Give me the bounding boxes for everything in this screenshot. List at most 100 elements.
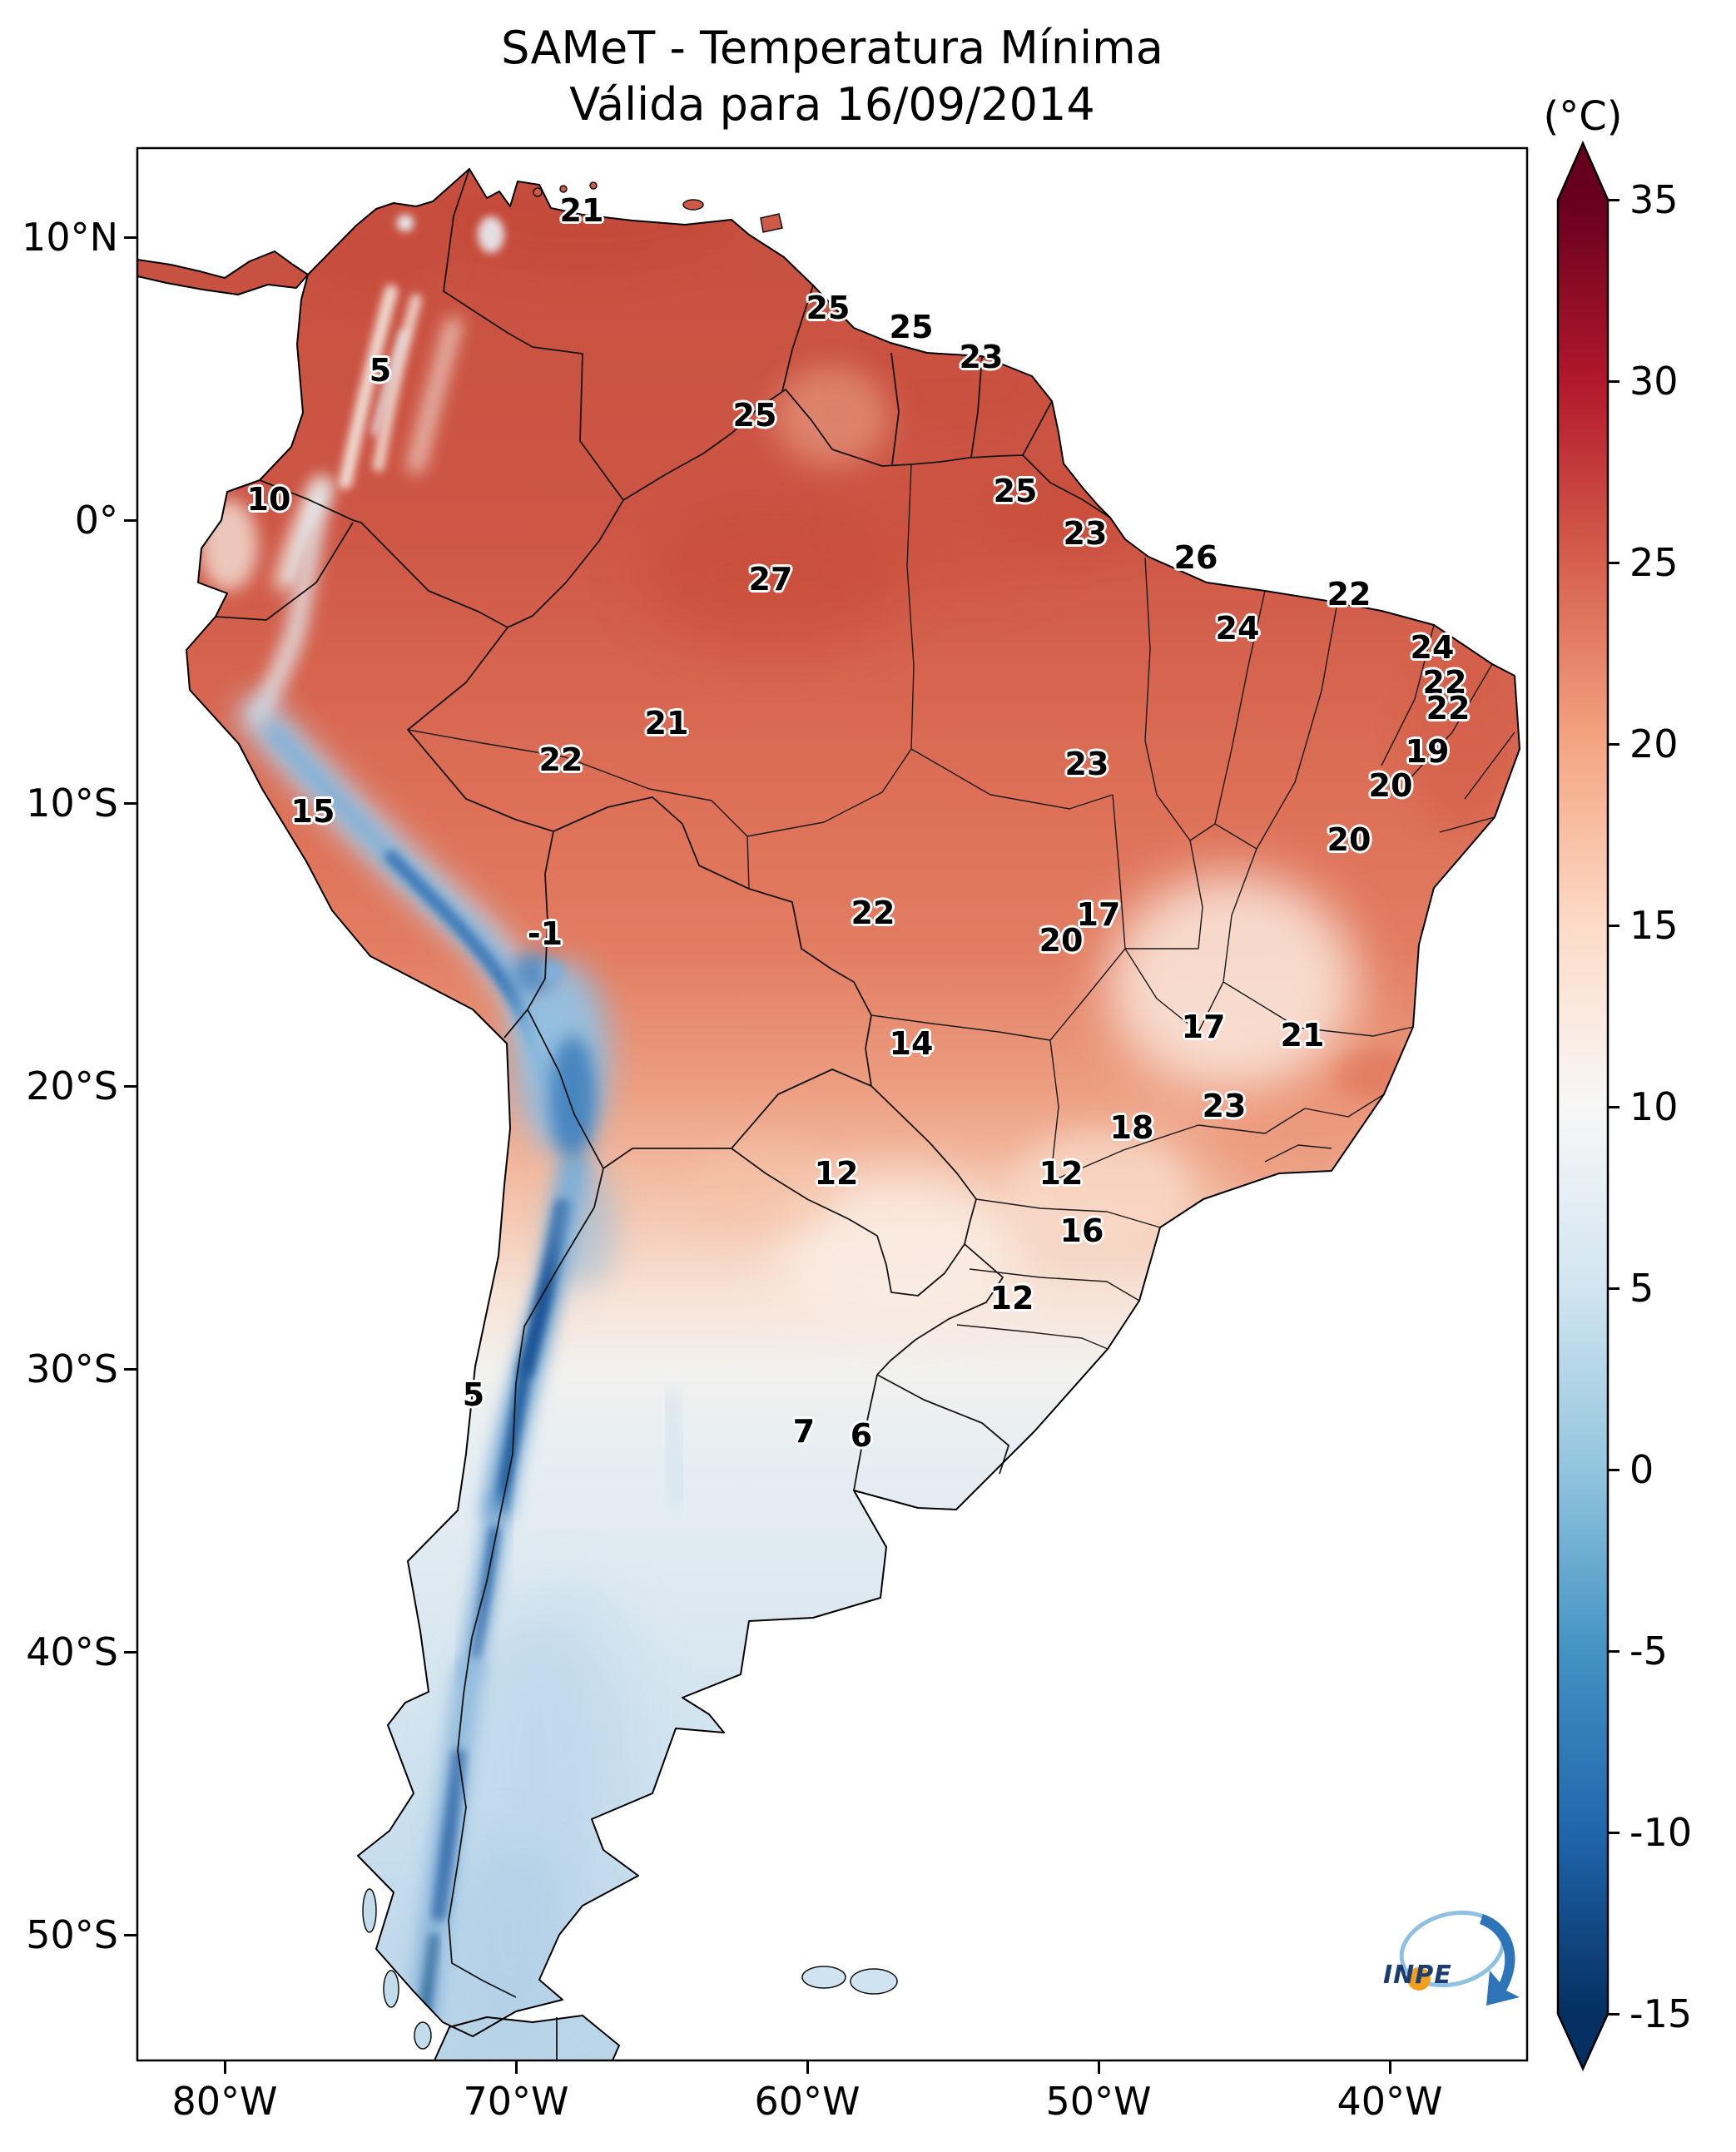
station-value: 25 [806,290,851,326]
colorbar-tick-label: 25 [1629,540,1679,585]
lon-tick-label: 40°W [1337,2079,1443,2124]
station-value: 12 [1039,1155,1084,1192]
station-value: 22 [1327,576,1371,612]
lon-tick-mark [1388,2060,1391,2074]
station-value: 23 [1064,746,1109,782]
colorbar-tick-mark [1608,1287,1619,1290]
station-value: 19 [1405,733,1450,770]
lat-tick-mark [124,1084,137,1088]
colorbar-tick-label: 30 [1629,359,1679,404]
colorbar-tick-label: 35 [1629,177,1679,222]
station-value: 25 [993,473,1038,509]
islands [362,181,898,2050]
station-value: -1 [527,915,563,952]
lat-tick-label: 40°S [26,1629,118,1674]
colorbar-tick-mark [1608,198,1619,201]
lat-tick-mark [124,1933,137,1936]
colorbar-tick-mark [1608,1831,1619,1834]
colorbar-tick-mark [1608,379,1619,383]
lon-tick-label: 50°W [1045,2079,1152,2124]
colorbar-tick-mark [1608,742,1619,746]
lat-tick-label: 0° [74,498,118,543]
colorbar-tick-label: 20 [1629,721,1679,766]
lon-tick-mark [1097,2060,1100,2074]
lon-tick-mark [223,2060,226,2074]
station-value: 20 [1368,767,1413,804]
colorbar-unit-label: (°C) [1543,93,1623,140]
station-value: 16 [1059,1212,1104,1249]
station-value: 22 [1426,690,1471,726]
station-value: 7 [792,1413,816,1450]
station-value: 12 [990,1280,1034,1316]
station-value: 5 [369,352,392,389]
map-title: SAMeT - Temperatura Mínima [501,22,1163,74]
lat-tick-mark [124,801,137,805]
station-value: 12 [814,1155,859,1192]
station-value: 14 [889,1025,934,1062]
station-value: 20 [1327,821,1371,858]
station-value: 26 [1173,539,1218,576]
colorbar-tick-mark [1608,1105,1619,1108]
station-value: 17 [1181,1009,1226,1045]
lon-tick-label: 80°W [171,2079,278,2124]
lon-tick-mark [514,2060,518,2074]
station-value: 21 [1280,1017,1325,1054]
station-value: 24 [1215,610,1260,647]
lat-tick-mark [124,1367,137,1371]
lat-tick-label: 30°S [26,1346,118,1391]
station-value: 25 [732,397,777,434]
lat-tick-label: 10°N [22,215,118,260]
colorbar-tick-label: 15 [1629,903,1679,948]
colorbar-tick-mark [1608,1468,1619,1471]
inpe-arrow-icon [1480,1914,1520,2006]
state-borders [407,464,1515,1350]
station-value: 23 [959,339,1004,375]
colorbar-tick-mark [1608,2012,1619,2016]
colorbar-tick-label: -15 [1629,1991,1693,2036]
lat-tick-label: 10°S [26,781,118,826]
map-plot-area [137,168,1520,2060]
lat-tick-mark [124,1650,137,1654]
colorbar-tick-label: 10 [1629,1084,1679,1129]
station-value: 22 [851,895,895,931]
lon-tick-label: 70°W [463,2079,569,2124]
station-value: 10 [246,481,291,518]
lat-tick-label: 20°S [26,1064,118,1108]
colorbar-tick-mark [1608,924,1619,927]
colorbar-tick-label: 5 [1629,1266,1654,1311]
station-value: 5 [462,1376,485,1413]
station-value: 18 [1109,1109,1154,1146]
map-subtitle: Válida para 16/09/2014 [569,78,1095,131]
inpe-logo-text: INPE [1383,1961,1452,1990]
station-value: 20 [1039,922,1084,959]
colorbar [1556,140,1610,2072]
station-value: 23 [1063,515,1108,552]
colorbar-tick-label: 0 [1629,1447,1654,1492]
lon-tick-mark [806,2060,809,2074]
inpe-logo [1399,1910,1520,2006]
colorbar-tick-label: -5 [1629,1629,1668,1674]
station-value: 25 [889,309,934,345]
station-value: 21 [644,705,689,741]
station-value: 21 [559,192,604,229]
station-value: 23 [1202,1088,1247,1124]
station-value: 15 [290,793,335,830]
colorbar-tick-label: -10 [1629,1810,1693,1855]
country-borders [215,168,1111,2060]
station-value: 24 [1410,629,1455,666]
colorbar-tick-mark [1608,561,1619,564]
lon-tick-label: 60°W [754,2079,861,2124]
station-value: 22 [538,741,583,778]
inpe-orange-dot-icon [1407,1967,1431,1991]
station-value: 17 [1076,896,1121,933]
lat-tick-mark [124,518,137,522]
colorbar-tick-mark [1608,1649,1619,1653]
station-value: 22 [1422,664,1467,701]
station-value: 6 [850,1417,873,1454]
lat-tick-label: 50°S [26,1912,118,1957]
station-value: 27 [748,561,793,598]
axes-frame [136,146,1529,2062]
lat-tick-mark [124,236,137,239]
